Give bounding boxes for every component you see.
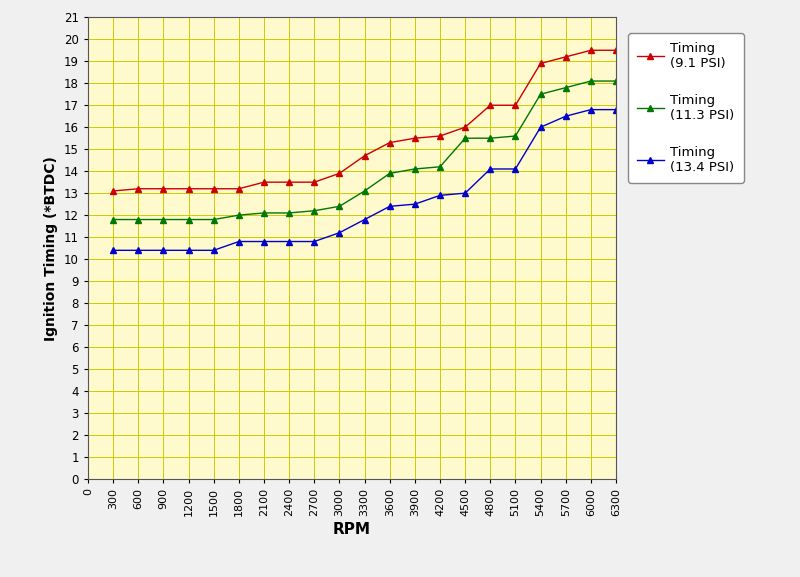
Timing
(9.1 PSI) xyxy=(108,188,118,194)
Timing
(11.3 PSI) xyxy=(410,166,420,173)
Timing
(11.3 PSI) xyxy=(259,209,269,216)
Timing
(9.1 PSI) xyxy=(134,185,143,192)
Timing
(11.3 PSI) xyxy=(435,163,445,170)
Timing
(13.4 PSI) xyxy=(360,216,370,223)
Timing
(13.4 PSI) xyxy=(284,238,294,245)
Timing
(11.3 PSI) xyxy=(486,135,495,142)
Timing
(11.3 PSI) xyxy=(134,216,143,223)
Timing
(11.3 PSI) xyxy=(586,77,596,84)
Timing
(13.4 PSI) xyxy=(611,106,621,113)
Timing
(9.1 PSI) xyxy=(334,170,344,177)
Timing
(9.1 PSI) xyxy=(486,102,495,108)
Timing
(11.3 PSI) xyxy=(158,216,168,223)
Timing
(13.4 PSI) xyxy=(234,238,244,245)
Timing
(9.1 PSI) xyxy=(234,185,244,192)
Timing
(13.4 PSI) xyxy=(259,238,269,245)
Timing
(13.4 PSI) xyxy=(486,166,495,173)
Timing
(11.3 PSI) xyxy=(360,188,370,194)
Timing
(11.3 PSI) xyxy=(184,216,194,223)
Line: Timing
(9.1 PSI): Timing (9.1 PSI) xyxy=(110,47,618,194)
Timing
(13.4 PSI) xyxy=(510,166,520,173)
Timing
(11.3 PSI) xyxy=(234,212,244,219)
Timing
(11.3 PSI) xyxy=(460,135,470,142)
Timing
(9.1 PSI) xyxy=(611,47,621,54)
Timing
(11.3 PSI) xyxy=(385,170,394,177)
Timing
(9.1 PSI) xyxy=(284,179,294,186)
Timing
(9.1 PSI) xyxy=(310,179,319,186)
Timing
(11.3 PSI) xyxy=(334,203,344,210)
Timing
(9.1 PSI) xyxy=(360,152,370,159)
Timing
(9.1 PSI) xyxy=(510,102,520,108)
Timing
(9.1 PSI) xyxy=(385,139,394,146)
Timing
(9.1 PSI) xyxy=(561,54,570,61)
Line: Timing
(11.3 PSI): Timing (11.3 PSI) xyxy=(110,78,618,222)
Timing
(11.3 PSI) xyxy=(284,209,294,216)
Timing
(13.4 PSI) xyxy=(385,203,394,210)
Timing
(13.4 PSI) xyxy=(158,247,168,254)
Timing
(13.4 PSI) xyxy=(410,201,420,208)
Timing
(13.4 PSI) xyxy=(435,192,445,199)
Timing
(11.3 PSI) xyxy=(536,91,546,98)
Timing
(11.3 PSI) xyxy=(209,216,218,223)
Timing
(13.4 PSI) xyxy=(586,106,596,113)
Timing
(9.1 PSI) xyxy=(209,185,218,192)
Timing
(11.3 PSI) xyxy=(611,77,621,84)
Timing
(9.1 PSI) xyxy=(435,133,445,140)
Timing
(13.4 PSI) xyxy=(460,190,470,197)
Timing
(9.1 PSI) xyxy=(259,179,269,186)
Timing
(11.3 PSI) xyxy=(510,133,520,140)
Timing
(13.4 PSI) xyxy=(108,247,118,254)
Timing
(13.4 PSI) xyxy=(536,123,546,130)
Y-axis label: Ignition Timing (*BTDC): Ignition Timing (*BTDC) xyxy=(45,156,58,340)
Timing
(11.3 PSI) xyxy=(108,216,118,223)
Timing
(13.4 PSI) xyxy=(310,238,319,245)
Timing
(9.1 PSI) xyxy=(460,123,470,130)
Timing
(9.1 PSI) xyxy=(158,185,168,192)
Timing
(13.4 PSI) xyxy=(561,113,570,119)
Timing
(13.4 PSI) xyxy=(184,247,194,254)
Timing
(9.1 PSI) xyxy=(410,135,420,142)
Timing
(11.3 PSI) xyxy=(561,84,570,91)
Legend: Timing
(9.1 PSI), Timing
(11.3 PSI), Timing
(13.4 PSI): Timing (9.1 PSI), Timing (11.3 PSI), Tim… xyxy=(628,33,743,183)
Timing
(13.4 PSI) xyxy=(134,247,143,254)
Timing
(13.4 PSI) xyxy=(209,247,218,254)
Timing
(9.1 PSI) xyxy=(536,60,546,67)
Timing
(13.4 PSI) xyxy=(334,229,344,236)
X-axis label: RPM: RPM xyxy=(333,522,371,537)
Timing
(11.3 PSI) xyxy=(310,207,319,214)
Timing
(9.1 PSI) xyxy=(586,47,596,54)
Timing
(9.1 PSI) xyxy=(184,185,194,192)
Line: Timing
(13.4 PSI): Timing (13.4 PSI) xyxy=(110,107,618,253)
